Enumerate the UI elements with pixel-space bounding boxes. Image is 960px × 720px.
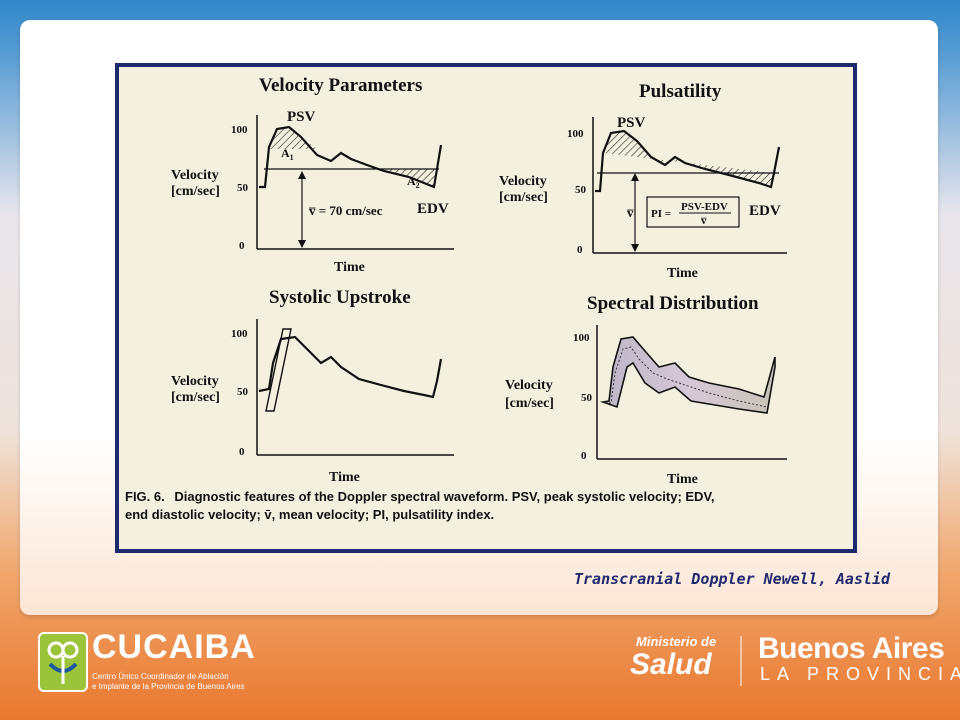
spectral-envelope bbox=[599, 336, 776, 414]
psv-label: PSV bbox=[287, 109, 316, 125]
cucaiba-logo-icon bbox=[38, 632, 88, 692]
y-label: Velocity bbox=[499, 174, 547, 189]
x-label: Time bbox=[667, 472, 698, 487]
cucaiba-subtitle-line: e Implante de la Provincia de Buenos Air… bbox=[92, 682, 245, 691]
mean-velocity-label: v̅ = 70 cm/sec bbox=[308, 203, 382, 218]
arrow-head-up bbox=[298, 171, 306, 179]
buenos-aires-subtitle: LA PROVINCIA bbox=[760, 664, 960, 684]
tick-100: 100 bbox=[231, 124, 248, 136]
pi-formula-box bbox=[646, 196, 740, 228]
y-label-unit: [cm/sec] bbox=[171, 390, 220, 405]
salud-label: Salud bbox=[630, 648, 712, 681]
doppler-figure: Velocity Parameters PSV Velocity [cm/sec… bbox=[115, 63, 857, 553]
panel-title: Pulsatility bbox=[639, 81, 722, 102]
panel-title: Systolic Upstroke bbox=[269, 287, 411, 308]
x-label: Time bbox=[667, 266, 698, 281]
y-label-unit: [cm/sec] bbox=[499, 190, 548, 205]
pi-label: PI = bbox=[651, 208, 671, 220]
tick-100: 100 bbox=[567, 128, 584, 140]
arrow-head-down bbox=[298, 240, 306, 248]
figure-caption: FIG. 6. Diagnostic features of the Doppl… bbox=[125, 489, 715, 522]
figure-canvas: Velocity Parameters PSV Velocity [cm/sec… bbox=[125, 75, 787, 522]
arrow-head-down bbox=[631, 244, 639, 252]
cucaiba-subtitle: Centro Único Coordinador de Ablación e I… bbox=[92, 672, 252, 692]
y-label-unit: [cm/sec] bbox=[171, 184, 220, 199]
pi-numerator: PSV-EDV bbox=[681, 201, 728, 213]
panel-title: Velocity Parameters bbox=[259, 75, 422, 96]
tick-50: 50 bbox=[237, 386, 249, 398]
panel-pulsatility: Pulsatility PSV Velocity [cm/sec] 100 50… bbox=[499, 81, 787, 281]
mean-symbol: v̅ bbox=[626, 205, 634, 220]
upstroke-marker bbox=[265, 328, 292, 412]
caption-line-1: FIG. 6. Diagnostic features of the Doppl… bbox=[125, 489, 715, 504]
tick-0: 0 bbox=[239, 446, 245, 458]
tick-0: 0 bbox=[581, 450, 587, 462]
waveform bbox=[595, 129, 781, 193]
edv-label: EDV bbox=[417, 201, 449, 217]
tick-100: 100 bbox=[231, 328, 248, 340]
inner-trace bbox=[605, 346, 768, 408]
cucaiba-subtitle-line: Centro Único Coordinador de Ablación bbox=[92, 672, 229, 681]
waveform bbox=[258, 335, 443, 399]
caption-line-2: end diastolic velocity; v̄, mean velocit… bbox=[125, 507, 494, 522]
panel-spectral-distribution: Spectral Distribution Velocity [cm/sec] … bbox=[505, 293, 787, 487]
buenos-aires-title: Buenos Aires bbox=[758, 632, 945, 665]
ministerio-label: Ministerio de bbox=[636, 634, 717, 649]
y-label-unit: [cm/sec] bbox=[505, 396, 554, 411]
source-credit: Transcranial Doppler Newell, Aaslid bbox=[574, 570, 891, 588]
pi-denominator: v̅ bbox=[701, 215, 707, 227]
waveform bbox=[259, 125, 443, 189]
tick-50: 50 bbox=[237, 182, 249, 194]
edv-label: EDV bbox=[749, 203, 781, 219]
y-label: Velocity bbox=[171, 168, 219, 183]
a2-label: A2 bbox=[407, 174, 420, 190]
hatched-area bbox=[603, 131, 774, 187]
footer: CUCAIBA Centro Único Coordinador de Abla… bbox=[0, 620, 960, 720]
tick-100: 100 bbox=[573, 332, 590, 344]
x-label: Time bbox=[329, 470, 360, 485]
panel-systolic-upstroke: Systolic Upstroke Velocity [cm/sec] 100 … bbox=[171, 287, 454, 485]
a1-label: A1 bbox=[281, 146, 294, 162]
panel-title: Spectral Distribution bbox=[587, 293, 759, 314]
area-a1 bbox=[269, 127, 317, 149]
x-label: Time bbox=[334, 260, 365, 275]
psv-label: PSV bbox=[617, 115, 646, 131]
arrow-head-up bbox=[631, 173, 639, 181]
tick-0: 0 bbox=[577, 244, 583, 256]
y-label: Velocity bbox=[505, 378, 553, 393]
cucaiba-name: CUCAIBA bbox=[92, 628, 256, 666]
footer-divider bbox=[740, 636, 742, 686]
tick-50: 50 bbox=[575, 184, 587, 196]
y-label: Velocity bbox=[171, 374, 219, 389]
tick-50: 50 bbox=[581, 392, 593, 404]
panel-velocity-parameters: Velocity Parameters PSV Velocity [cm/sec… bbox=[171, 75, 454, 275]
tick-0: 0 bbox=[239, 240, 245, 252]
